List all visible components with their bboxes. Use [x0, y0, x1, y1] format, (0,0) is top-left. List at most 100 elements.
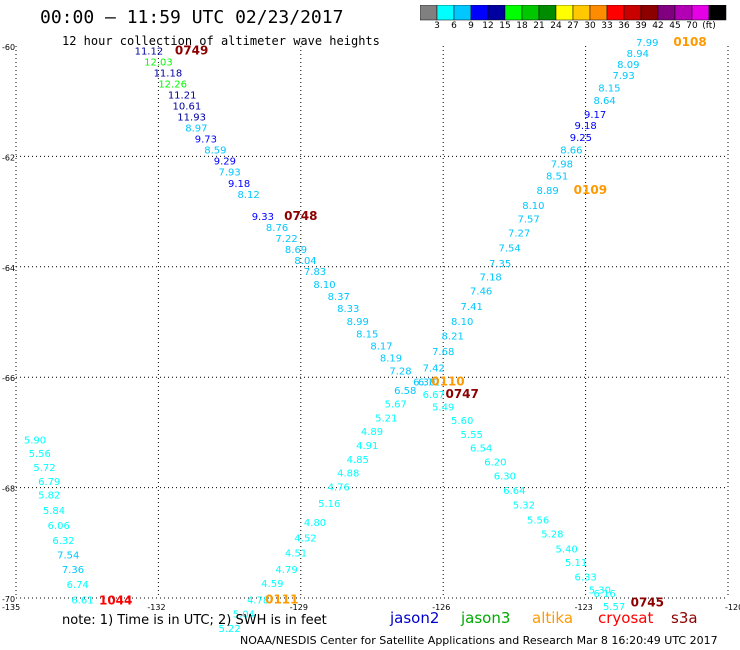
wave-height-value: 7.36 [62, 565, 84, 576]
wave-height-value: 7.83 [304, 267, 326, 278]
wave-height-value: 6.74 [67, 580, 89, 591]
color-swatch [521, 5, 540, 21]
wave-height-value: 8.37 [328, 292, 350, 303]
color-swatch [470, 5, 489, 21]
lat-tick-label: -60 [2, 43, 15, 52]
color-scale-label: 70 [686, 21, 698, 31]
wave-height-value: 4.79 [275, 565, 297, 576]
wave-height-value: 4.59 [261, 579, 283, 590]
color-swatch [623, 5, 642, 21]
wave-height-value: 8.21 [442, 332, 464, 343]
wave-height-value: 8.15 [598, 83, 620, 94]
wave-height-value: 4.78 [247, 596, 269, 607]
wave-height-value: 6.30 [413, 377, 435, 388]
wave-height-value: 4.91 [356, 441, 378, 452]
wave-height-value: 5.21 [375, 413, 397, 424]
satellite-legend-entry: jason3 [461, 609, 511, 627]
color-scale-label: 33 [601, 21, 613, 31]
lon-tick-label: -132 [147, 603, 165, 612]
wave-height-value: 6.16 [593, 589, 615, 600]
satellite-legend-entry: jason2 [390, 609, 440, 627]
wave-height-value: 11.18 [154, 68, 183, 79]
wave-height-value: 7.18 [480, 273, 502, 284]
lat-tick-label: -62 [2, 153, 15, 162]
wave-height-value: 9.18 [228, 179, 250, 190]
wave-height-value: 6.64 [503, 486, 525, 497]
wave-height-value: 8.15 [356, 329, 378, 340]
color-swatch [606, 5, 625, 21]
color-scale-label: 3 [434, 21, 440, 31]
color-scale-label: 30 [584, 21, 596, 31]
wave-height-value: 11.21 [168, 90, 197, 101]
wave-height-value: 7.54 [57, 550, 79, 561]
wave-height-value: 11.93 [177, 113, 206, 124]
wave-height-value: 6.32 [52, 536, 74, 547]
color-swatch [657, 5, 676, 21]
wave-height-value: 8.10 [451, 317, 473, 328]
color-swatch [436, 5, 455, 21]
color-swatch [420, 5, 438, 21]
color-swatch [538, 5, 557, 21]
wave-height-value: 7.57 [518, 215, 540, 226]
wave-height-value: 5.56 [29, 449, 51, 460]
wave-height-value: 6.72 [418, 377, 440, 388]
wave-height-value: 9.17 [584, 110, 606, 121]
wave-height-value: 8.04 [294, 256, 316, 267]
wave-height-value: 7.42 [423, 364, 445, 375]
lat-tick-label: -70 [2, 595, 15, 604]
color-swatch [487, 5, 506, 21]
color-scale-label: 39 [635, 21, 647, 31]
wave-height-value: 5.84 [43, 506, 65, 517]
wave-height-value: 7.27 [508, 228, 530, 239]
wave-height-value: 7.22 [275, 234, 297, 245]
pass-time-label: 0109 [574, 183, 607, 197]
pass-time-label: 0745 [631, 595, 664, 609]
wave-height-value: 8.17 [370, 342, 392, 353]
wave-height-value: 8.97 [185, 124, 207, 135]
wave-height-value: 8.33 [337, 304, 359, 315]
wave-height-value: 6.20 [484, 458, 506, 469]
wave-height-value: 8.64 [593, 96, 615, 107]
wave-height-value: 4.89 [361, 427, 383, 438]
wave-height-value: 12.03 [144, 57, 173, 68]
satellite-legend-entry: cryosat [598, 609, 654, 627]
map-title: 00:00 — 11:59 UTC 02/23/2017 [40, 7, 344, 28]
wave-height-value: 7.99 [636, 38, 658, 49]
color-swatch [691, 5, 710, 21]
wave-height-value: 7.68 [432, 347, 454, 358]
wave-height-value: 4.85 [347, 455, 369, 466]
wave-height-value: 8.66 [560, 146, 582, 157]
pass-time-label: 0111 [265, 593, 298, 607]
color-swatch [555, 5, 574, 21]
color-scale-label: 36 [618, 21, 630, 31]
wave-height-value: 8.10 [313, 280, 335, 291]
pass-time-label: 0748 [284, 209, 317, 223]
wave-height-value: 8.94 [627, 49, 649, 60]
wave-height-value: 6.30 [494, 471, 516, 482]
wave-height-value: 5.30 [589, 586, 611, 597]
lat-tick-label: -64 [2, 264, 15, 273]
wave-height-value: 9.29 [214, 157, 236, 168]
wave-height-value: 6.54 [470, 444, 492, 455]
wave-height-value: 7.98 [551, 159, 573, 170]
color-swatch [589, 5, 608, 21]
wave-height-value: 6.79 [38, 477, 60, 488]
wave-height-value: 4.76 [328, 482, 350, 493]
color-scale-label: (ft) [702, 21, 716, 31]
wave-height-value: 8.12 [237, 190, 259, 201]
color-scale-label: 12 [482, 21, 494, 31]
satellite-legend-entry: s3a [671, 609, 698, 627]
wave-height-value: 8.89 [536, 186, 558, 197]
color-scale-label: 21 [533, 21, 545, 31]
satellite-legend-entry: altika [532, 609, 574, 627]
wave-height-value: 9.18 [574, 121, 596, 132]
color-swatch [572, 5, 591, 21]
wave-height-value: 6.67 [423, 390, 445, 401]
wave-height-value: 7.41 [461, 302, 483, 313]
wave-height-value: 6.06 [48, 521, 70, 532]
wave-height-value: 7.35 [489, 259, 511, 270]
color-scale-label: 24 [550, 21, 562, 31]
color-scale-label: 6 [451, 21, 457, 31]
wave-height-value: 5.56 [527, 515, 549, 526]
